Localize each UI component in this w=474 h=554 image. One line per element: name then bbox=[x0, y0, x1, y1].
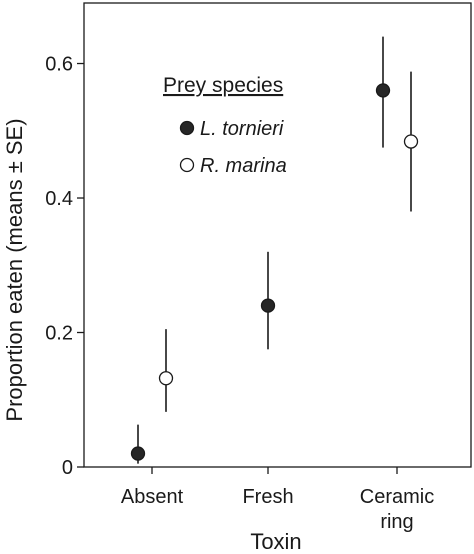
data-point bbox=[260, 298, 276, 313]
y-axis-title: Proportion eaten (means ± SE) bbox=[2, 118, 27, 421]
error-bars bbox=[137, 36, 412, 464]
legend-entry: L. tornieri bbox=[200, 118, 284, 140]
y-tick-label: 0.6 bbox=[45, 54, 73, 76]
y-axis: 0 0.2 0.4 0.6 bbox=[45, 54, 84, 479]
x-tick-label: Fresh bbox=[242, 486, 293, 508]
x-axis-title: Toxin bbox=[250, 529, 301, 554]
data-point bbox=[375, 83, 391, 98]
data-point bbox=[403, 134, 419, 149]
data-point bbox=[158, 371, 174, 386]
y-tick-label: 0.2 bbox=[45, 323, 73, 345]
x-tick-label: Absent bbox=[121, 486, 184, 508]
x-tick-label: Ceramic ring bbox=[360, 486, 434, 533]
legend: Prey species L. tornieri R. marina bbox=[163, 74, 287, 177]
x-axis: Absent Fresh Ceramic ring bbox=[121, 467, 434, 533]
plot-frame bbox=[83, 2, 472, 468]
y-tick-label: 0 bbox=[62, 457, 73, 479]
legend-marker bbox=[179, 120, 195, 136]
data-points bbox=[130, 83, 419, 461]
plot-border bbox=[83, 2, 472, 468]
data-point bbox=[130, 446, 146, 461]
legend-entry: R. marina bbox=[200, 155, 287, 177]
y-tick-label: 0.4 bbox=[45, 188, 73, 210]
legend-marker bbox=[179, 157, 195, 173]
legend-title: Prey species bbox=[163, 74, 283, 97]
